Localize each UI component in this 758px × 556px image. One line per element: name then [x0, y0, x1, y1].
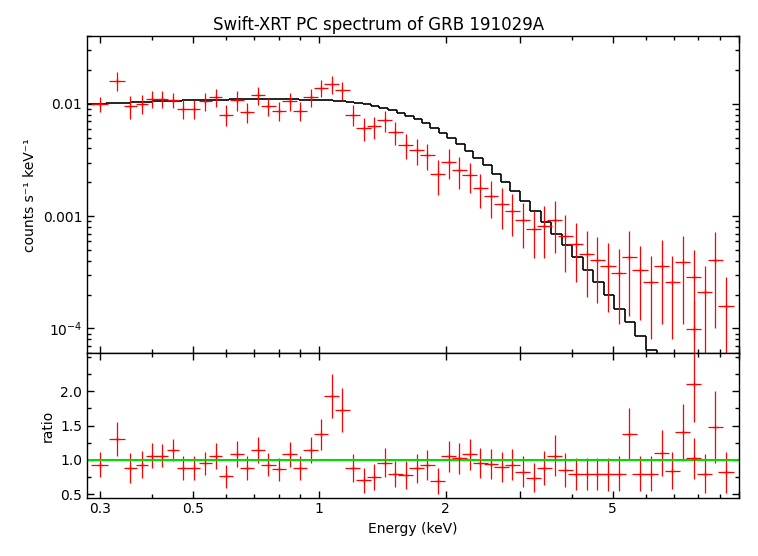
- Y-axis label: counts s⁻¹ keV⁻¹: counts s⁻¹ keV⁻¹: [23, 138, 37, 252]
- X-axis label: Energy (keV): Energy (keV): [368, 522, 458, 536]
- Text: Swift-XRT PC spectrum of GRB 191029A: Swift-XRT PC spectrum of GRB 191029A: [214, 16, 544, 33]
- Y-axis label: ratio: ratio: [41, 409, 55, 441]
